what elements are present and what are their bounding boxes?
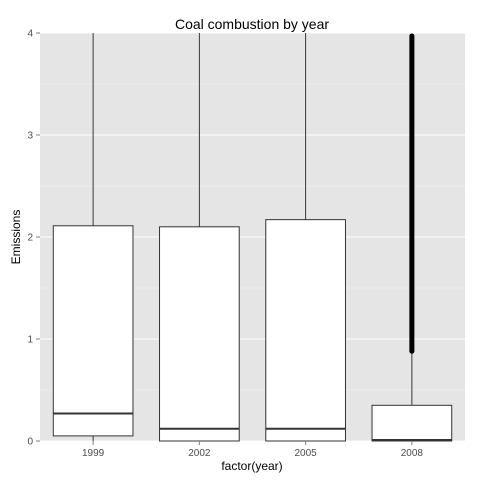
box-2002 [159,33,240,442]
x-axis: 1999 2002 2005 2008 [82,441,423,459]
box-2008 [371,33,453,442]
y-tick-label: 3 [27,131,33,142]
box-2005 [265,33,346,442]
box-body [371,404,453,442]
y-axis: 0 1 2 3 4 [27,29,40,448]
box-body [159,226,240,442]
x-tick-label: 2005 [295,448,318,459]
box-body [265,219,346,442]
box-1999 [52,33,134,441]
x-tick-label: 1999 [82,448,105,459]
y-tick-label: 1 [27,335,33,346]
x-tick-label: 2008 [401,448,424,459]
box-body [52,225,134,437]
y-tick-label: 0 [27,437,33,448]
y-tick-label: 4 [27,29,33,40]
chart-title: Coal combustion by year [175,16,329,32]
x-tick-label: 2002 [188,448,211,459]
x-axis-title: factor(year) [221,459,282,473]
y-axis-title: Emissions [9,210,23,265]
y-tick-label: 2 [27,233,33,244]
box-series [52,33,453,442]
